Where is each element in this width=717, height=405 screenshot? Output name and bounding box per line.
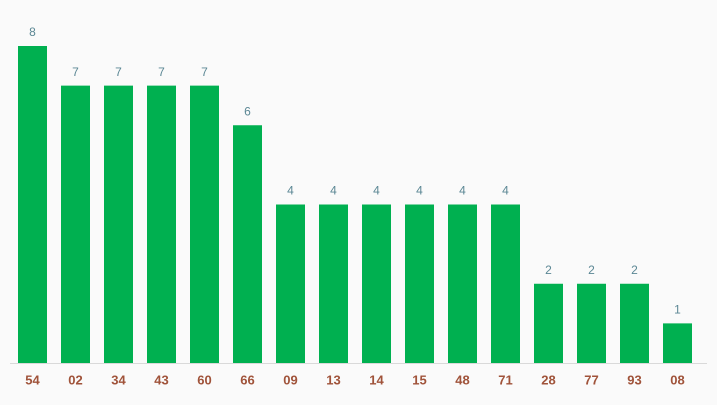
value-label: 7: [201, 65, 208, 79]
x-tick-label: 09: [283, 372, 297, 387]
value-label: 2: [545, 263, 552, 277]
bar: [233, 125, 262, 363]
bar: [104, 85, 133, 363]
bar: [663, 323, 692, 363]
bar: [147, 85, 176, 363]
value-label: 7: [115, 65, 122, 79]
value-label: 4: [330, 184, 337, 198]
bar: [620, 283, 649, 363]
value-label: 8: [29, 25, 36, 39]
value-label: 6: [244, 104, 251, 118]
bar: [577, 283, 606, 363]
x-tick-label: 15: [412, 372, 426, 387]
value-label: 4: [373, 184, 380, 198]
bar: [276, 204, 305, 363]
bar: [18, 46, 47, 363]
bar: [61, 85, 90, 363]
bar: [190, 85, 219, 363]
bar: [491, 204, 520, 363]
value-label: 1: [674, 303, 681, 317]
bar: [319, 204, 348, 363]
value-label: 7: [158, 65, 165, 79]
value-label: 2: [631, 263, 638, 277]
x-tick-label: 28: [541, 372, 555, 387]
x-tick-label: 13: [326, 372, 340, 387]
x-tick-label: 02: [68, 372, 82, 387]
x-tick-label: 77: [584, 372, 598, 387]
x-tick-label: 43: [154, 372, 168, 387]
x-tick-label: 71: [498, 372, 512, 387]
x-tick-label: 48: [455, 372, 469, 387]
value-label: 7: [72, 65, 79, 79]
x-tick-label: 08: [670, 372, 684, 387]
x-tick-label: 14: [369, 372, 384, 387]
value-label: 4: [459, 184, 466, 198]
bar: [405, 204, 434, 363]
x-tick-label: 66: [240, 372, 254, 387]
value-label: 4: [416, 184, 423, 198]
x-tick-label: 93: [627, 372, 641, 387]
bar: [362, 204, 391, 363]
value-label: 2: [588, 263, 595, 277]
value-label: 4: [502, 184, 509, 198]
bar: [534, 283, 563, 363]
value-label: 4: [287, 184, 294, 198]
x-tick-label: 54: [25, 372, 40, 387]
x-tick-label: 60: [197, 372, 211, 387]
x-tick-label: 34: [111, 372, 126, 387]
bar: [448, 204, 477, 363]
